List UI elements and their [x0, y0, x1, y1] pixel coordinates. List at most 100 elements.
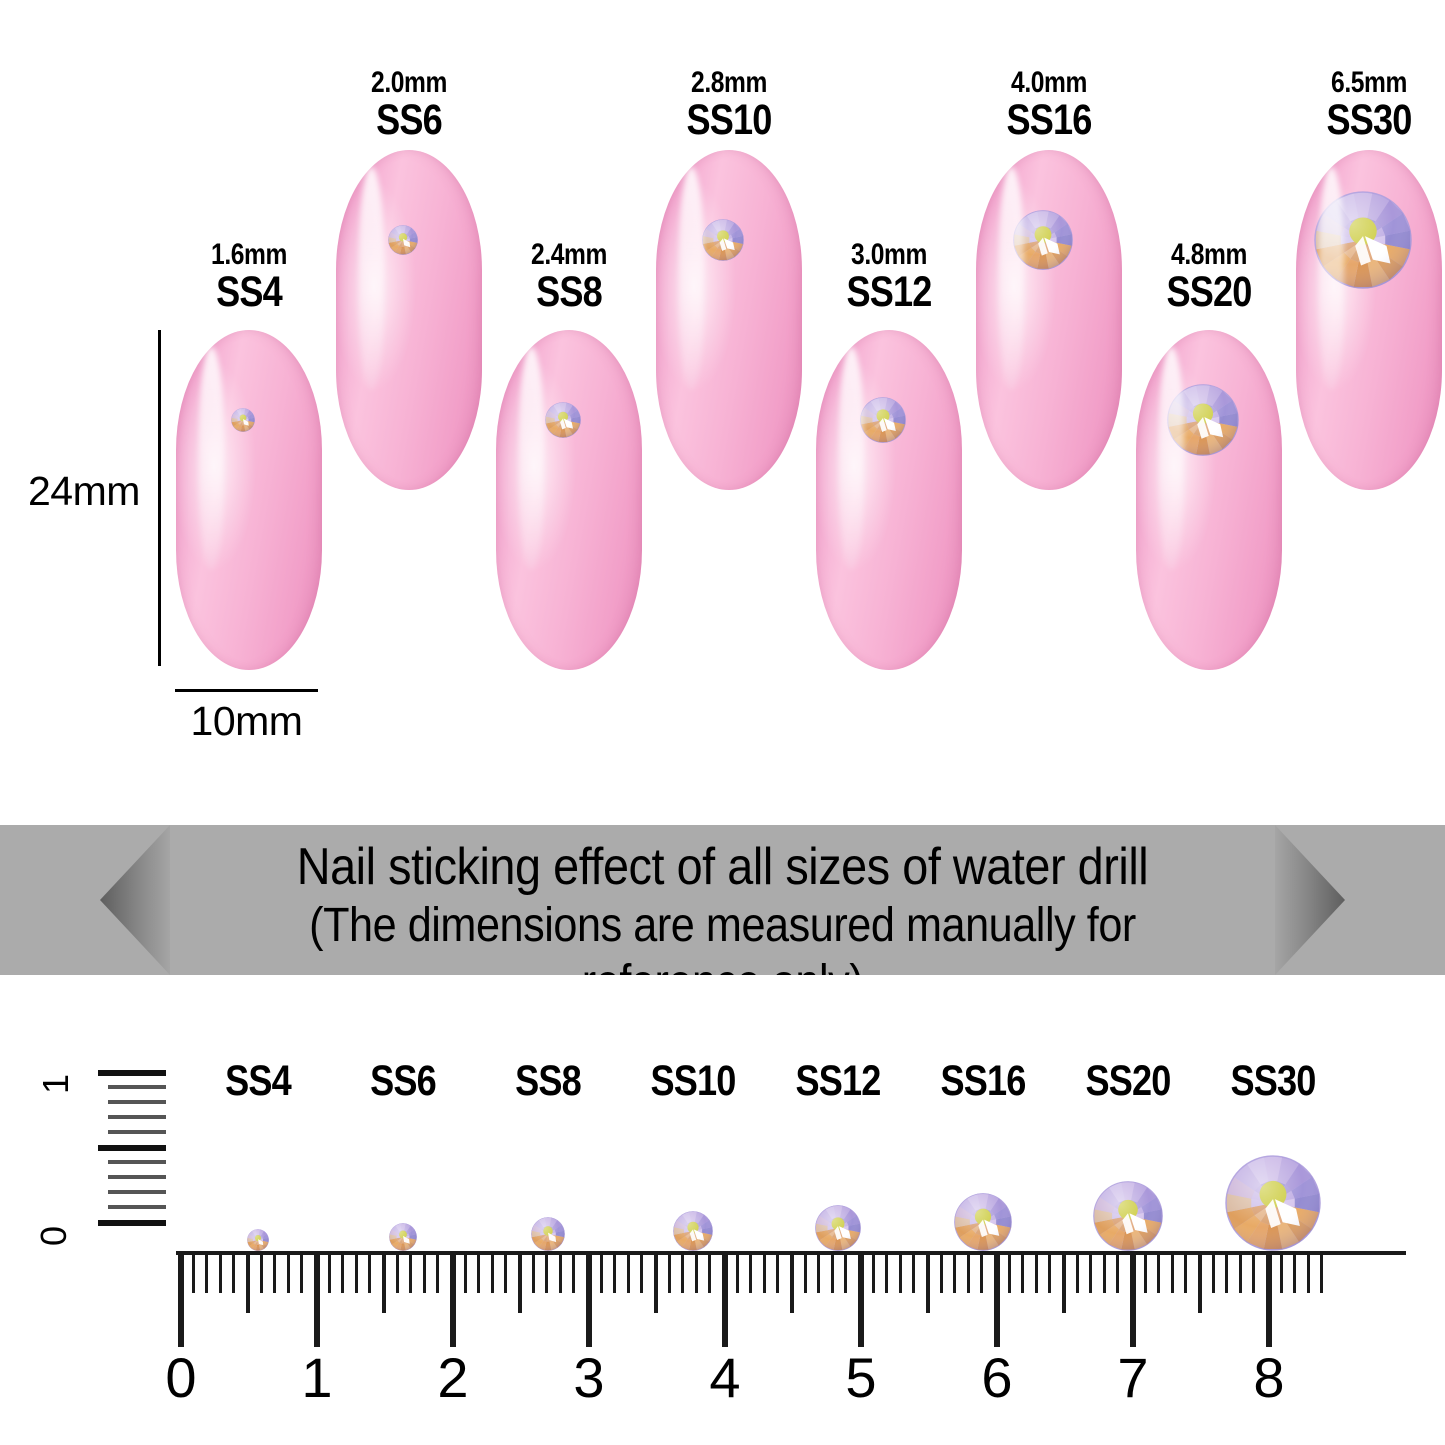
ruler-tick	[1089, 1251, 1093, 1293]
nail-tip	[656, 150, 802, 490]
nail-size-ss: SS12	[846, 268, 932, 316]
ruler-rhinestone-ss4	[247, 1229, 269, 1251]
banner-title: Nail sticking effect of all sizes of wat…	[296, 838, 1149, 896]
rhinestone-gem-ss16	[1013, 210, 1074, 270]
ruler-tick	[463, 1251, 467, 1293]
ruler-tick	[1062, 1251, 1066, 1313]
ruler-tick	[1048, 1251, 1052, 1293]
ruler-stone-label-ss12: SS12	[795, 1057, 881, 1105]
ruler-tick	[1021, 1251, 1025, 1293]
ruler-tick	[382, 1251, 386, 1313]
vertical-gauge-tick	[98, 1070, 166, 1076]
ruler-stone-label-ss6: SS6	[370, 1057, 437, 1105]
ruler-stone-label-ss4: SS4	[225, 1057, 292, 1105]
nail-tip	[816, 330, 962, 670]
nail-size-mm: 2.8mm	[691, 66, 767, 99]
ruler-tick	[1075, 1251, 1079, 1293]
ruler-tick	[966, 1251, 970, 1293]
ruler-tick	[1198, 1251, 1202, 1313]
ruler-tick	[558, 1251, 562, 1293]
ruler-rhinestone-ss16	[954, 1193, 1012, 1251]
vertical-gauge-tick	[98, 1220, 166, 1226]
ruler-tick	[735, 1251, 739, 1293]
nail-label-ss20: 4.8mm SS20	[1099, 240, 1319, 314]
nail-size-mm: 2.4mm	[531, 238, 607, 271]
ruler-number: 5	[845, 1346, 877, 1409]
banner-text-block: Nail sticking effect of all sizes of wat…	[168, 837, 1277, 975]
nail-size-mm: 3.0mm	[851, 238, 927, 271]
ruler-tick	[1170, 1251, 1174, 1293]
vertical-gauge-tick	[98, 1145, 166, 1151]
ruler-rhinestone-ss10	[673, 1211, 713, 1251]
ruler-tick	[1252, 1251, 1256, 1293]
ruler-tick	[926, 1251, 930, 1313]
ruler-tick	[586, 1251, 592, 1347]
ruler-tick	[572, 1251, 576, 1293]
ruler-tick	[939, 1251, 943, 1293]
ruler-number: 1	[301, 1346, 333, 1409]
vertical-mm-gauge: 1 0	[33, 1070, 190, 1260]
nail-tip	[496, 330, 642, 670]
nail-size-mm: 2.0mm	[371, 66, 447, 99]
ruler-tick	[1266, 1251, 1272, 1347]
nail-size-mm: 4.8mm	[1171, 238, 1247, 271]
nail-label-ss10: 2.8mm SS10	[619, 68, 839, 142]
ruler-tick	[246, 1251, 250, 1313]
ruler-tick	[599, 1251, 603, 1293]
ruler-tick	[980, 1251, 984, 1293]
ruler-tick	[259, 1251, 263, 1293]
rhinestone-gem-ss4	[231, 408, 256, 433]
width-dimension-label: 10mm	[190, 698, 303, 744]
ruler-tick	[898, 1251, 902, 1293]
nail-size-ss: SS6	[376, 96, 443, 144]
ruler-stone-label-ss10: SS10	[650, 1057, 736, 1105]
ruler-tick	[871, 1251, 875, 1293]
banner-left-fade	[100, 825, 172, 975]
ruler-tick	[1116, 1251, 1120, 1293]
ruler-tick	[790, 1251, 794, 1313]
nail-size-ss: SS16	[1006, 96, 1092, 144]
ruler-tick	[953, 1251, 957, 1293]
ruler-number: 6	[981, 1346, 1013, 1409]
ruler-tick	[613, 1251, 617, 1293]
vertical-gauge-tick	[108, 1130, 166, 1134]
vertical-gauge-tick	[108, 1160, 166, 1164]
nail-size-ss: SS10	[686, 96, 772, 144]
vertical-gauge-tick	[108, 1100, 166, 1104]
rhinestone-gem-ss12	[860, 397, 907, 444]
ruler-tick	[1130, 1251, 1136, 1347]
rhinestone-gem-ss30	[1314, 191, 1412, 289]
vertical-gauge-tick	[108, 1175, 166, 1179]
nail-size-ss: SS20	[1166, 268, 1252, 316]
ruler-tick	[640, 1251, 644, 1293]
nail-size-mm: 4.0mm	[1011, 66, 1087, 99]
ruler-number: 4	[709, 1346, 741, 1409]
ruler-tick	[477, 1251, 481, 1293]
ruler-tick	[1293, 1251, 1297, 1293]
ruler-tick	[681, 1251, 685, 1293]
ruler-tick	[1157, 1251, 1161, 1293]
nail-tip	[1136, 330, 1282, 670]
ruler-tick	[232, 1251, 236, 1293]
nail-label-ss30: 6.5mm SS30	[1259, 68, 1445, 142]
nail-label-ss6: 2.0mm SS6	[299, 68, 519, 142]
ruler-tick	[1143, 1251, 1147, 1293]
ruler-tick	[694, 1251, 698, 1293]
ruler-number: 8	[1253, 1346, 1285, 1409]
ruler-tick	[885, 1251, 889, 1293]
ruler-number: 0	[165, 1346, 197, 1409]
nail-label-ss16: 4.0mm SS16	[939, 68, 1159, 142]
ruler-tick	[654, 1251, 658, 1313]
ruler-tick	[518, 1251, 522, 1313]
banner-right-fade	[1273, 825, 1345, 975]
ruler-tick	[1034, 1251, 1038, 1293]
ruler-stone-label-ss8: SS8	[515, 1057, 582, 1105]
ruler-tick	[178, 1251, 184, 1347]
horizontal-ruler: 0 1 2 3 4 5 6 7 8 SS4 SS6 SS8 SS10 SS12 SS16 SS20 SS30	[0, 975, 1445, 1445]
nail-size-ss: SS8	[536, 268, 603, 316]
vertical-gauge-tick	[108, 1190, 166, 1194]
ruler-tick	[830, 1251, 834, 1293]
ruler-tick	[776, 1251, 780, 1293]
ruler-tick	[708, 1251, 712, 1293]
ruler-tick	[1306, 1251, 1310, 1293]
